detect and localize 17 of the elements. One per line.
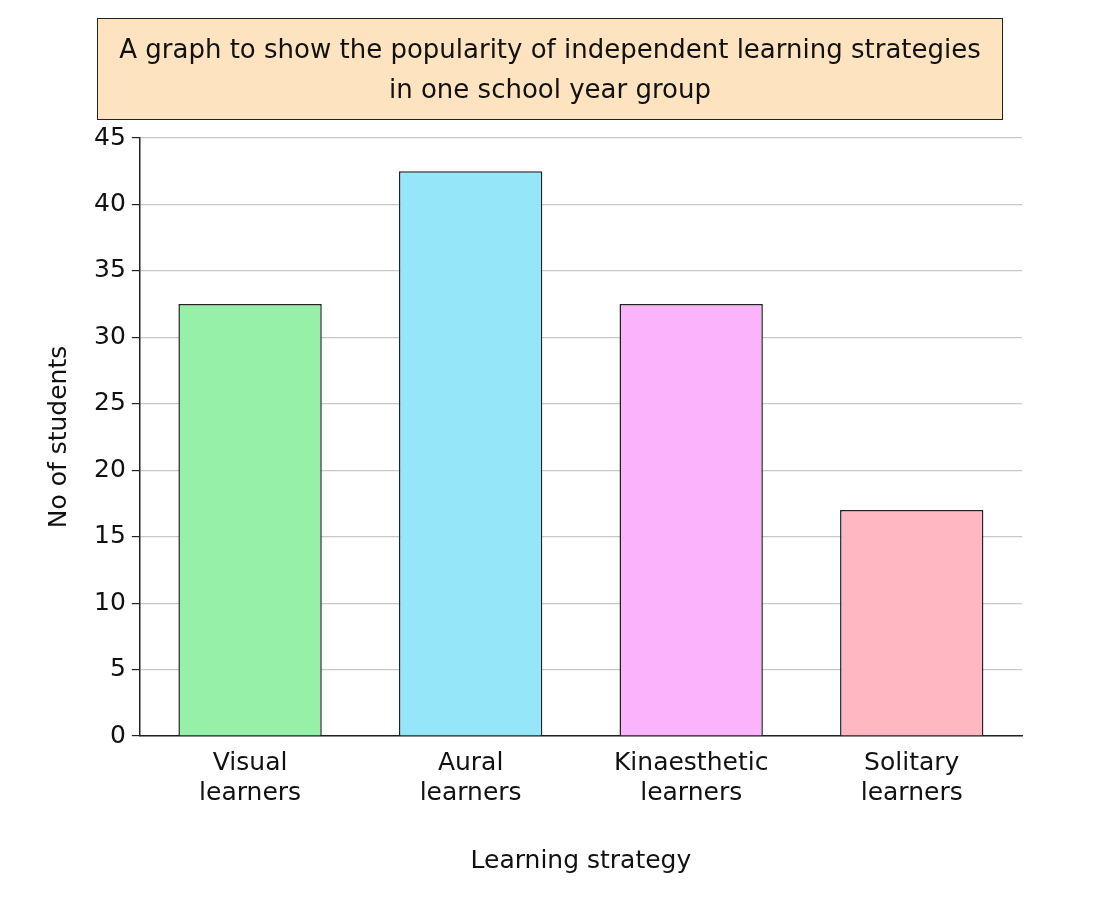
y-axis-title: No of students (42, 345, 72, 529)
x-axis-title: Learning strategy (470, 844, 692, 874)
y-tick-label: 45 (94, 121, 126, 151)
y-tick-label: 35 (94, 254, 126, 284)
x-tick-label: Aural learners (419, 746, 522, 806)
x-tick-label: Solitary learners (860, 746, 963, 806)
x-tick-label: Visual learners (199, 746, 302, 806)
y-tick-label: 5 (109, 653, 126, 683)
y-tick-label: 40 (94, 187, 126, 217)
y-tick-label: 15 (94, 520, 126, 550)
y-tick-label: 20 (94, 453, 126, 483)
y-tick-label: 10 (94, 586, 126, 616)
chart-title: A graph to show the popularity of independent learning strategies in one school year group (97, 18, 1003, 120)
x-tick-label: Kinaesthetic learners (613, 746, 769, 806)
y-tick-label: 30 (94, 320, 126, 350)
y-tick-label: 0 (109, 719, 126, 749)
y-tick-label: 25 (94, 387, 126, 417)
